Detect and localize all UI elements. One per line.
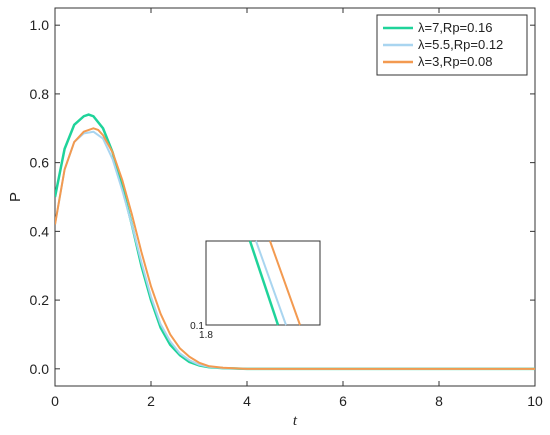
y-tick-label: 0.2 <box>30 292 50 308</box>
legend-label-1: λ=7,Rp=0.16 <box>418 20 492 35</box>
inset-series-line-1 <box>248 240 280 326</box>
x-tick-label: 2 <box>147 393 155 409</box>
x-tick-label: 8 <box>435 393 443 409</box>
axis-ticks: 0 2 4 6 8 10 0.0 0.2 0.4 0.6 0.8 1.0 <box>30 8 543 409</box>
series-line-3 <box>55 127 535 370</box>
y-tick-label: 1.0 <box>30 17 50 33</box>
x-tick-label: 10 <box>527 393 543 409</box>
inset-x-tick-label: 1.8 <box>199 330 213 341</box>
inset-series-line-3 <box>269 240 301 326</box>
y-tick-label: 0.8 <box>30 86 50 102</box>
x-axis-label: t <box>293 413 298 429</box>
legend: λ=7,Rp=0.16 λ=5.5,Rp=0.12 λ=3,Rp=0.08 <box>376 14 528 76</box>
y-axis-label: P <box>7 192 24 202</box>
inset: 0.11.8 <box>190 240 321 341</box>
x-tick-label: 4 <box>243 393 251 409</box>
series-layer <box>55 113 535 371</box>
legend-label-2: λ=5.5,Rp=0.12 <box>418 37 503 52</box>
inset-series-line-2 <box>255 240 287 326</box>
inset-y-tick-label: 0.1 <box>190 321 204 332</box>
y-tick-label: 0.6 <box>30 155 50 171</box>
x-tick-label: 6 <box>339 393 347 409</box>
y-tick-label: 0.0 <box>30 361 50 377</box>
legend-label-3: λ=3,Rp=0.08 <box>418 54 492 69</box>
y-tick-label: 0.4 <box>30 223 50 239</box>
x-tick-label: 0 <box>51 393 59 409</box>
